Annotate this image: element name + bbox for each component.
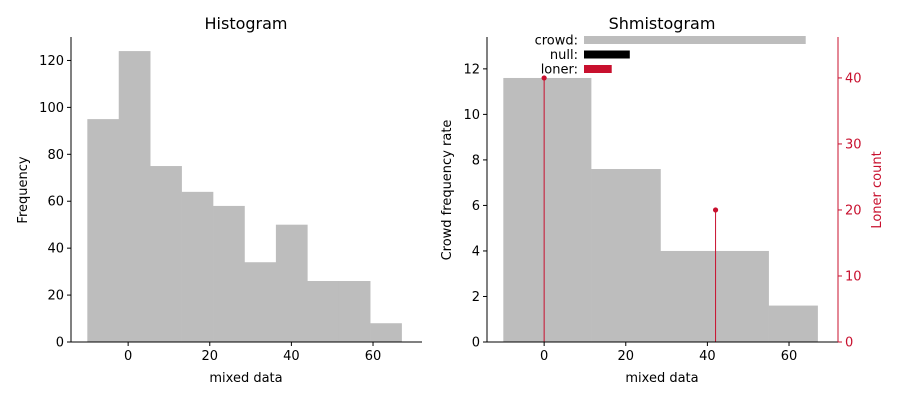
shmistogram-bar-1	[591, 169, 661, 342]
shmistogram-y-label: Crowd frequency rate	[440, 120, 455, 261]
legend-label-2: loner:	[541, 63, 578, 78]
shmistogram-bar-2	[660, 250, 769, 342]
shmistogram-y-tick-label: 10	[463, 108, 480, 123]
shmistogram-legend: crowd:null:loner:	[535, 34, 806, 78]
shmistogram-y2-tick-label: 0	[845, 336, 853, 351]
histogram-x-tick-label: 0	[124, 349, 132, 364]
shmistogram-y2-tick-label: 40	[845, 71, 862, 86]
histogram-bar-7	[307, 281, 340, 342]
histogram-y-tick-label: 80	[47, 148, 64, 163]
histogram-bar-4	[213, 205, 245, 342]
histogram-y-tick-label: 20	[47, 289, 64, 304]
histogram-x-label: mixed data	[209, 371, 282, 386]
histogram-bars	[87, 51, 402, 342]
legend-bar-1	[584, 50, 630, 59]
shmistogram-y-tick-label: 2	[472, 290, 480, 305]
legend-bar-2	[584, 65, 612, 73]
histogram-y-label: Frequency	[16, 156, 31, 223]
histogram-x-tick-label: 60	[365, 349, 382, 364]
shmistogram-x-tick-label: 40	[699, 349, 716, 364]
histogram-panel: Histogram 0 20 40 60 0 20 40 60 80 100 120 mixed …	[16, 14, 422, 386]
histogram-y-tick-label: 0	[56, 336, 64, 351]
shmistogram-bar-3	[768, 305, 818, 342]
histogram-bar-9	[370, 323, 402, 342]
histogram-x-ticks: 0 20 40 60	[124, 342, 381, 364]
histogram-bar-1	[118, 51, 151, 342]
shmistogram-right-y-label: Loner count	[870, 151, 885, 228]
loner-point-1	[712, 207, 719, 213]
shmistogram-x-label: mixed data	[625, 371, 698, 386]
histogram-bar-2	[150, 166, 182, 342]
shmistogram-right-y-ticks: 0 10 20 30 40	[838, 71, 862, 351]
shmistogram-x-tick-label: 20	[617, 349, 634, 364]
shmistogram-x-ticks: 0 20 40 60	[540, 342, 797, 364]
histogram-y-tick-label: 40	[47, 242, 64, 257]
histogram-x-tick-label: 20	[201, 349, 218, 364]
histogram-y-tick-label: 120	[39, 54, 64, 69]
shmistogram-y-tick-label: 12	[463, 62, 480, 77]
shmistogram-y-tick-label: 0	[472, 336, 480, 351]
histogram-bar-8	[338, 281, 371, 342]
shmistogram-y2-tick-label: 20	[845, 203, 862, 218]
legend-bar-0	[584, 36, 806, 44]
histogram-x-tick-label: 40	[283, 349, 300, 364]
shmistogram-y-ticks: 0 2 4 6 8 10 12	[463, 62, 487, 351]
legend-label-0: crowd:	[535, 34, 578, 49]
shmistogram-y-tick-label: 6	[472, 199, 480, 214]
shmistogram-loner-stems	[541, 75, 719, 342]
histogram-bar-6	[275, 224, 308, 342]
shmistogram-y2-tick-label: 30	[845, 137, 862, 152]
histogram-y-tick-label: 60	[47, 195, 64, 210]
histogram-bar-3	[181, 191, 214, 342]
histogram-y-tick-label: 100	[39, 101, 64, 116]
legend-label-1: null:	[550, 48, 578, 63]
shmistogram-y2-tick-label: 10	[845, 269, 862, 284]
loner-point-0	[541, 75, 547, 81]
shmistogram-bar-0	[503, 77, 592, 342]
shmistogram-y-tick-label: 8	[472, 153, 480, 168]
histogram-y-ticks: 0 20 40 60 80 100 120	[39, 54, 71, 351]
shmistogram-y-tick-label: 4	[472, 244, 480, 259]
shmistogram-x-tick-label: 60	[781, 349, 798, 364]
histogram-bar-5	[244, 262, 277, 342]
histogram-bar-0	[87, 119, 120, 342]
shmistogram-title: Shmistogram	[609, 14, 716, 33]
shmistogram-x-tick-label: 0	[540, 349, 548, 364]
histogram-title: Histogram	[205, 14, 288, 33]
shmistogram-bars	[503, 77, 818, 342]
